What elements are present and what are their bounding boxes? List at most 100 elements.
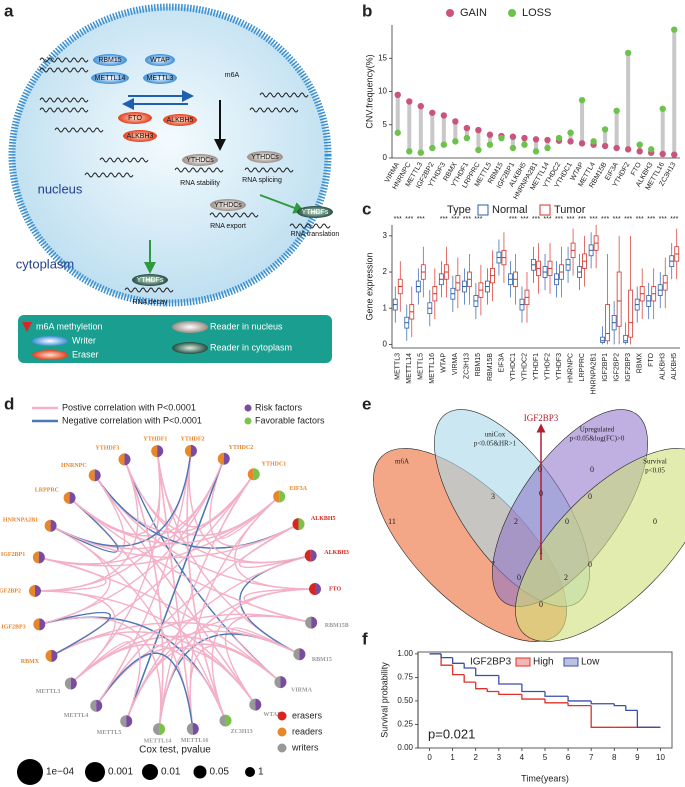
dot bbox=[613, 144, 620, 152]
x-tick-label: 5 bbox=[543, 753, 548, 762]
protein bbox=[123, 130, 157, 142]
significance: *** bbox=[647, 216, 655, 223]
node-label: YTHDF1 bbox=[143, 437, 167, 443]
node-label: ALKBH5 bbox=[311, 516, 336, 522]
correlation-edge bbox=[158, 473, 255, 730]
node-factor bbox=[39, 618, 46, 631]
size-label: 0.01 bbox=[161, 767, 181, 778]
rna-strand bbox=[244, 167, 294, 173]
x-tick-label: 1 bbox=[450, 753, 455, 762]
venn-count: 0 bbox=[653, 517, 657, 526]
correlation-edge bbox=[70, 641, 131, 707]
node-role bbox=[293, 648, 300, 661]
node-label: LRPPRC bbox=[35, 487, 59, 493]
panel-label: a bbox=[4, 1, 14, 20]
legend-title: IGF2BP3 bbox=[470, 657, 512, 668]
node-label: IGF2BP3 bbox=[1, 625, 25, 631]
node-role bbox=[120, 715, 127, 728]
significance: *** bbox=[417, 216, 425, 223]
dot bbox=[636, 148, 643, 155]
venn-highlight: IGF2BP3 bbox=[524, 413, 559, 423]
node-label: YTHDC1 bbox=[262, 462, 287, 468]
significance: *** bbox=[394, 216, 402, 223]
legend-label: Reader in cytoplasm bbox=[210, 342, 292, 352]
dot bbox=[578, 140, 586, 147]
node-label: IGF2BP1 bbox=[1, 552, 25, 558]
x-tick-label: 0 bbox=[427, 753, 432, 762]
venn-set-label: Upregulated bbox=[580, 426, 615, 434]
node-factor bbox=[96, 699, 103, 712]
venn-count: 2 bbox=[564, 573, 568, 582]
legend-dot bbox=[244, 404, 252, 412]
legend-key bbox=[515, 657, 531, 667]
node-role bbox=[274, 676, 281, 689]
dot bbox=[532, 136, 540, 143]
legend-dot bbox=[244, 417, 252, 425]
dot bbox=[440, 141, 448, 148]
y-tick-label: 3 bbox=[383, 231, 388, 240]
venn-count: 0 bbox=[538, 465, 542, 474]
y-tick-label: 0.50 bbox=[397, 696, 413, 705]
survival-step bbox=[451, 665, 465, 676]
node-role bbox=[217, 452, 224, 465]
node-factor bbox=[190, 444, 197, 457]
diagram-label: YTHDCs bbox=[251, 154, 279, 161]
node-label: YTHDF2 bbox=[181, 436, 205, 442]
node-factor bbox=[157, 445, 164, 458]
x-tick-label: VIRMA bbox=[452, 353, 459, 376]
x-tick-label: METTL16 bbox=[429, 353, 436, 384]
node-factor bbox=[314, 583, 321, 596]
node-role bbox=[44, 519, 51, 532]
legend-label: readers bbox=[292, 726, 323, 736]
size-key bbox=[142, 764, 158, 780]
dot bbox=[659, 105, 666, 112]
significance: *** bbox=[590, 216, 598, 223]
protein bbox=[210, 199, 246, 211]
dot bbox=[590, 138, 597, 145]
x-tick-label: 3 bbox=[497, 753, 502, 762]
node-factor bbox=[310, 549, 317, 562]
survival-step bbox=[475, 668, 499, 677]
protein bbox=[93, 54, 127, 66]
rna-strand bbox=[259, 92, 309, 98]
protein bbox=[297, 206, 333, 218]
size-label: 0.001 bbox=[108, 767, 133, 778]
legend-label: Tumor bbox=[554, 204, 586, 216]
dot bbox=[659, 150, 666, 158]
venn-set bbox=[515, 448, 685, 642]
dot bbox=[601, 142, 609, 150]
legend-label: Favorable factors bbox=[255, 415, 325, 425]
y-axis-label: Survival probability bbox=[379, 662, 389, 738]
diagram-label: FTO bbox=[128, 115, 142, 122]
survival-step bbox=[475, 682, 488, 690]
node-factor bbox=[38, 551, 45, 564]
panel-a: RBM15 WTAP METTL14 METTL3 m6A FTO ALKBH5 ALKBH3… bbox=[8, 3, 339, 363]
legend-label: Normal bbox=[492, 204, 527, 216]
rna-strand bbox=[209, 212, 259, 218]
cell-membrane bbox=[8, 3, 332, 307]
significance: *** bbox=[543, 216, 551, 223]
x-tick-label: METTL5 bbox=[418, 353, 425, 380]
diagram-label: YTHDCs bbox=[214, 202, 242, 209]
survival-step bbox=[613, 703, 626, 707]
diagram-label: YTHDFs bbox=[137, 277, 164, 284]
diagram-label: METTL3 bbox=[147, 75, 174, 82]
x-axis-label: Time(years) bbox=[521, 773, 569, 783]
node-factor bbox=[126, 715, 133, 728]
dot bbox=[555, 134, 563, 142]
box bbox=[600, 336, 606, 343]
legend-label: High bbox=[533, 657, 554, 668]
legend-box bbox=[18, 315, 332, 363]
venn-count: 0 bbox=[590, 465, 594, 474]
venn-count: 7 bbox=[491, 560, 495, 569]
diagram-label: RNA stability bbox=[180, 180, 220, 187]
x-tick-label: YTHDF1 bbox=[533, 353, 540, 380]
protein bbox=[91, 72, 129, 84]
node-factor bbox=[35, 584, 42, 597]
node-factor bbox=[311, 616, 318, 629]
dot bbox=[463, 124, 471, 132]
legend-label: Risk factors bbox=[255, 402, 303, 412]
node-label: WTAP bbox=[263, 712, 281, 718]
node-label: FTO bbox=[329, 586, 342, 592]
y-axis-label: Gene expression bbox=[364, 252, 374, 320]
